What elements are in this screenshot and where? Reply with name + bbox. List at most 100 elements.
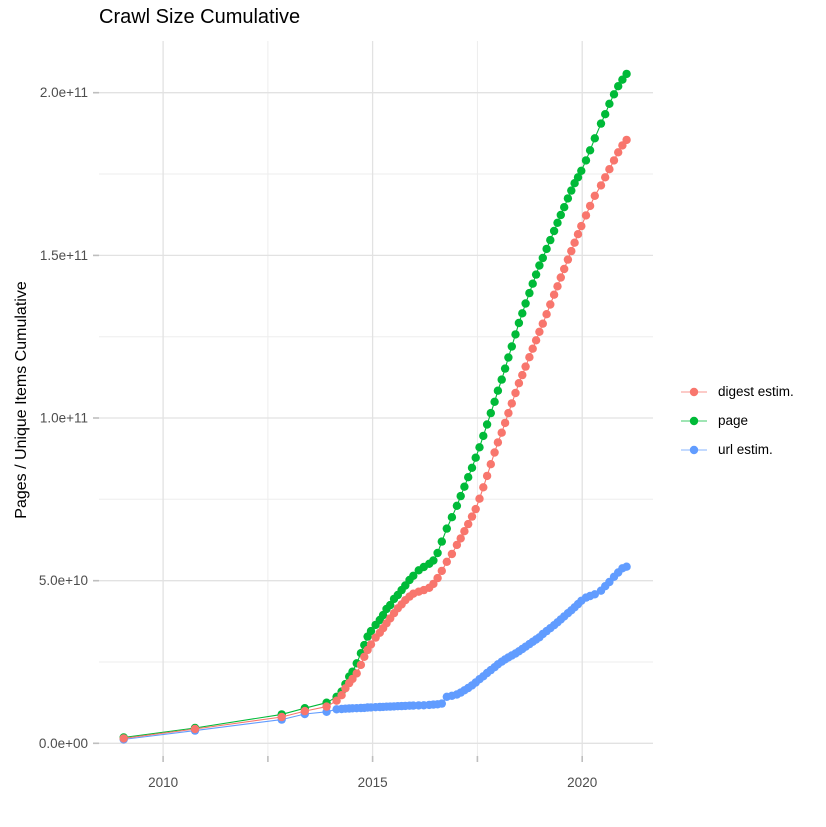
data-point [535,327,544,336]
data-point [542,244,551,254]
data-point [386,600,395,610]
data-point [573,173,583,182]
x-tick-label: 2015 [358,775,388,790]
data-point [549,226,559,236]
data-point [590,590,599,599]
data-point [609,90,619,99]
data-point [337,691,346,700]
data-point [467,512,477,521]
data-point [467,463,477,472]
data-point [535,261,544,270]
data-point [482,420,492,429]
data-point [475,494,484,503]
data-point [437,566,446,576]
data-point [504,408,513,418]
data-point [497,375,506,384]
data-point [360,652,369,661]
data-point [447,549,457,559]
data-point [493,438,503,447]
data-point [546,300,555,309]
legend-label: digest estim. [718,384,794,399]
data-point [514,318,524,328]
data-point [479,431,488,441]
data-point [622,135,631,145]
data-point [514,379,524,388]
data-point [528,344,537,353]
data-point [590,134,599,143]
data-point [605,99,614,109]
data-point [433,548,442,558]
legend-item: digest estim. [679,377,794,406]
x-tick-label: 2010 [148,775,178,790]
data-point [577,166,586,175]
data-point [277,712,286,722]
data-point [601,173,610,182]
data-point [119,734,128,743]
data-point [456,491,465,501]
data-point [614,148,623,157]
series-line-2 [123,566,627,740]
data-point [322,702,331,711]
data-point [490,448,499,457]
data-point [567,186,576,195]
data-point [486,460,495,469]
data-point [460,482,469,491]
data-point [190,724,200,734]
data-point [452,540,462,550]
data-point [497,428,506,437]
y-tick-label: 1.0e+11 [40,411,88,426]
data-point [521,299,530,308]
data-point [585,201,595,211]
data-point [409,571,418,580]
data-point [546,235,555,245]
data-point [471,504,480,514]
data-point [456,534,465,543]
y-tick-label: 0.0e+00 [39,736,88,751]
data-point [531,336,541,345]
data-point [437,699,446,708]
data-point [538,319,547,328]
data-point [601,110,610,119]
data-point [479,483,488,492]
data-point [596,119,606,128]
data-point [560,203,569,212]
legend-label: url estim. [718,442,773,457]
y-tick-label: 5.0e+10 [39,573,88,588]
legend-key-icon [681,445,707,454]
data-point [460,527,469,536]
data-point [573,230,583,239]
data-point [521,362,530,371]
x-tick-label: 2020 [567,775,597,790]
data-point [553,218,562,227]
data-point [563,194,573,203]
data-point [553,282,562,291]
data-point [563,255,573,264]
data-point [356,660,366,670]
data-point [549,290,559,299]
data-point [464,519,473,529]
legend-label: page [718,413,749,428]
data-point [429,579,438,589]
data-point [300,706,309,716]
data-point [511,330,520,339]
data-point [622,562,631,571]
data-point [525,288,534,298]
data-point [429,556,438,565]
data-point [596,181,606,190]
data-point [490,397,499,406]
data-point [447,513,457,522]
data-point [581,211,591,220]
data-point [332,696,341,705]
data-point [366,640,376,649]
data-point [525,353,534,362]
data-point [590,191,599,200]
data-point [442,524,451,533]
data-point [486,408,495,418]
chart-title: Crawl Size Cumulative [99,6,301,28]
data-point [437,537,446,546]
data-point [352,669,361,678]
data-point [622,69,631,79]
data-point [471,453,480,462]
data-point [482,471,492,481]
data-point [605,165,614,174]
